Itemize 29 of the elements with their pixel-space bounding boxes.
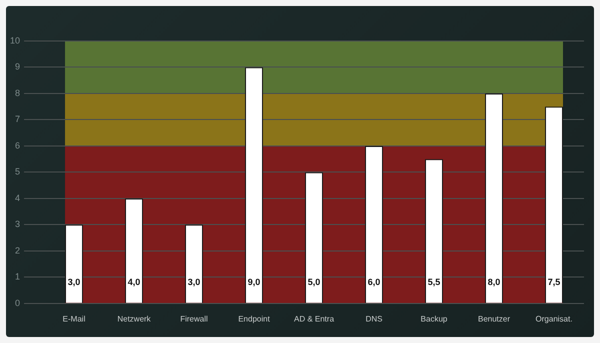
x-tick-label: Endpoint <box>238 314 271 324</box>
data-label: 8,0 <box>488 276 500 287</box>
y-tick-label: 3 <box>14 219 20 230</box>
y-tick-label: 1 <box>14 272 20 282</box>
y-tick-label: 4 <box>14 192 20 203</box>
data-label: 7,5 <box>548 276 560 287</box>
data-label: 3,0 <box>68 276 80 287</box>
data-label: 6,0 <box>368 276 380 287</box>
x-tick-label: AD & Entra <box>294 314 335 324</box>
y-tick-label: 5 <box>14 166 20 177</box>
x-tick-label: Organisat. <box>536 314 572 324</box>
data-label: 5,0 <box>308 276 320 287</box>
y-tick-label: 6 <box>14 140 20 150</box>
x-tick-label: E-Mail <box>62 314 86 324</box>
y-tick-label: 9 <box>14 62 20 72</box>
data-label: 5,5 <box>428 276 440 287</box>
data-label: 9,0 <box>248 276 260 287</box>
y-tick-label: 0 <box>14 298 20 308</box>
data-label: 4,0 <box>128 276 140 287</box>
x-tick-label: Backup <box>420 314 448 324</box>
data-label: 3,0 <box>188 276 200 287</box>
x-tick-label: DNS <box>366 314 382 324</box>
y-tick-label: 8 <box>14 88 20 98</box>
x-tick-label: Netzwerk <box>117 314 152 324</box>
y-tick-label: 10 <box>10 35 20 46</box>
y-tick-label: 7 <box>14 114 20 124</box>
x-tick-label: Firewall <box>180 314 208 324</box>
y-tick-label: 2 <box>14 245 20 256</box>
x-tick-label: Benutzer <box>478 314 510 324</box>
